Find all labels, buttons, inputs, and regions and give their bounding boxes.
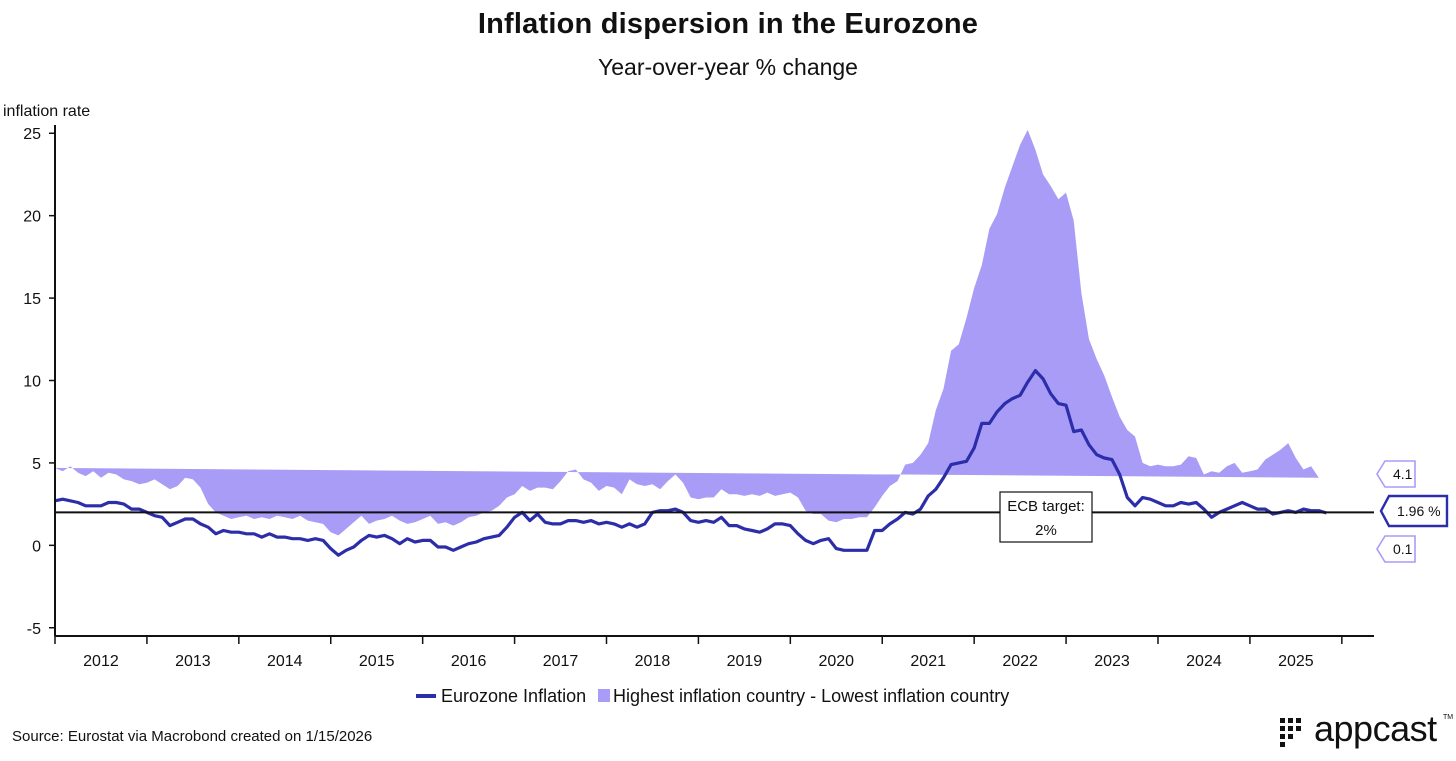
logo-wordmark: appcast [1314, 708, 1437, 749]
x-tick-label: 2018 [635, 653, 671, 670]
x-tick-label: 2019 [727, 653, 763, 670]
end-label-eurozone-text: 1.96 % [1397, 503, 1441, 519]
y-tick-label: -5 [27, 621, 41, 638]
y-tick-label: 0 [32, 538, 41, 555]
chart-subtitle: Year-over-year % change [598, 54, 858, 80]
end-label-low-shape [1376, 535, 1416, 563]
end-label-low-text: 0.1 [1393, 541, 1413, 557]
x-tick-label: 2016 [451, 653, 487, 670]
y-tick-label: 15 [23, 291, 41, 308]
end-label-eurozone-shape [1379, 494, 1449, 528]
end-label-high-text: 4.1 [1393, 466, 1413, 482]
x-tick-label: 2020 [818, 653, 854, 670]
x-tick-label: 2017 [543, 653, 579, 670]
x-tick-label: 2015 [359, 653, 395, 670]
end-label-eurozone: 1.96 % [1379, 494, 1449, 528]
x-tick-label: 2024 [1186, 653, 1222, 670]
appcast-logo: appcast TM [1278, 708, 1453, 752]
end-label-low: 0.1 [1376, 535, 1416, 563]
legend: Eurozone Inflation Highest inflation cou… [416, 686, 1009, 706]
ecb-target-label-box [999, 491, 1093, 543]
x-tick-label: 2013 [175, 653, 211, 670]
legend-band-label: Highest inflation country - Lowest infla… [613, 686, 1009, 706]
source-note: Source: Eurostat via Macrobond created o… [12, 728, 373, 745]
legend-line-label: Eurozone Inflation [441, 686, 586, 706]
dispersion-band [55, 129, 1319, 536]
x-tick-label: 2012 [83, 653, 119, 670]
y-tick-label: 5 [32, 456, 41, 473]
x-tick-label: 2025 [1278, 653, 1314, 670]
logo-dots-icon [1280, 718, 1301, 747]
x-tick-label: 2021 [910, 653, 946, 670]
x-tick-label: 2014 [267, 653, 303, 670]
end-label-high-shape [1376, 460, 1416, 488]
y-tick-label: 25 [23, 126, 41, 143]
y-tick-label: 10 [23, 374, 41, 391]
ecb-target-label: ECB target: [1007, 498, 1085, 515]
eurozone-inflation-line [54, 369, 1327, 557]
x-tick-label: 2023 [1094, 653, 1130, 670]
x-tick-label: 2022 [1002, 653, 1038, 670]
chart-title: Inflation dispersion in the Eurozone [477, 8, 979, 40]
end-label-high: 4.1 [1376, 460, 1416, 488]
logo-trademark: TM [1443, 714, 1454, 721]
legend-band-swatch [598, 689, 610, 702]
ecb-target-value: 2% [1035, 522, 1057, 539]
y-tick-label: 20 [23, 209, 41, 226]
y-axis-label: inflation rate [3, 103, 90, 120]
